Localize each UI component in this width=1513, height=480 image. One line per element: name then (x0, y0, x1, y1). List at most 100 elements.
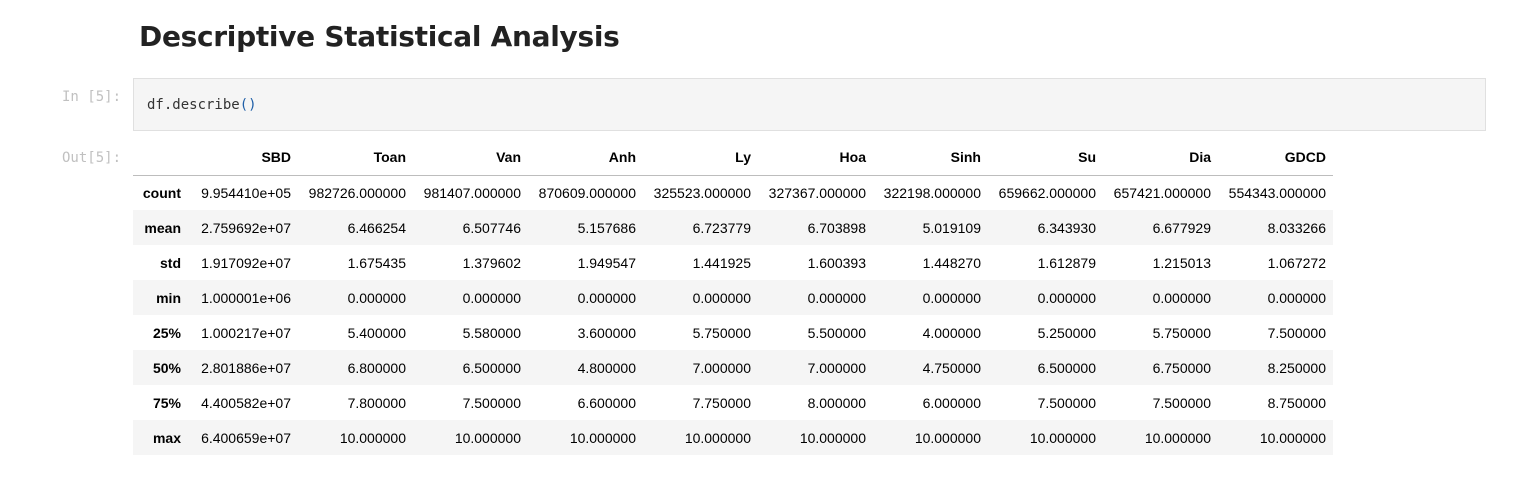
table-cell: 2.801886e+07 (201, 359, 291, 376)
table-cell: 1.612879 (1037, 254, 1096, 271)
table-cell: 8.250000 (1267, 359, 1326, 376)
output-prompt: Out[5]: (62, 150, 122, 166)
table-row: count 9.954410e+05 982726.000000 981407.000… (133, 175, 1333, 210)
table-cell: 10.000000 (569, 429, 636, 446)
table-cell: 6.343930 (1037, 219, 1096, 236)
column-header-ly: Ly (643, 140, 758, 176)
table-cell: 4.000000 (922, 324, 981, 341)
table-cell: 0.000000 (807, 289, 866, 306)
table-cell: 1.600393 (807, 254, 866, 271)
table-cell: 0.000000 (1037, 289, 1096, 306)
table-cell: 0.000000 (692, 289, 751, 306)
column-header-toan: Toan (298, 140, 413, 176)
table-row: 25% 1.000217e+07 5.400000 5.580000 3.600000 5… (133, 315, 1333, 350)
table-cell: 1.441925 (692, 254, 751, 271)
table-cell: 5.580000 (462, 324, 521, 341)
table-cell: 327367.000000 (768, 184, 866, 201)
table-cell: 7.500000 (462, 394, 521, 411)
row-label: min (156, 289, 181, 306)
table-cell: 0.000000 (347, 289, 406, 306)
table-cell: 9.954410e+05 (201, 184, 291, 201)
table-cell: 6.500000 (462, 359, 521, 376)
table-cell: 5.400000 (347, 324, 406, 341)
table-cell: 1.448270 (922, 254, 981, 271)
table-cell: 7.800000 (347, 394, 406, 411)
row-label: 75% (152, 394, 181, 411)
table-cell: 6.600000 (577, 394, 636, 411)
table-cell: 7.000000 (692, 359, 751, 376)
table-header-row: SBD Toan Van Anh Ly Hoa Sinh Su Dia GDCD (133, 140, 1333, 176)
table-cell: 6.800000 (347, 359, 406, 376)
table-cell: 8.000000 (807, 394, 866, 411)
column-header-gdcd: GDCD (1218, 140, 1333, 176)
table-cell: 4.750000 (922, 359, 981, 376)
table-cell: 10.000000 (1259, 429, 1326, 446)
table-cell: 5.500000 (807, 324, 866, 341)
table-cell: 4.800000 (577, 359, 636, 376)
table-row: std 1.917092e+07 1.675435 1.379602 1.949547 1… (133, 245, 1333, 280)
table-cell: 0.000000 (1267, 289, 1326, 306)
table-cell: 6.677929 (1152, 219, 1211, 236)
index-header (133, 140, 188, 176)
table-cell: 1.379602 (462, 254, 521, 271)
table-cell: 5.019109 (922, 219, 981, 236)
table-cell: 0.000000 (577, 289, 636, 306)
table-cell: 10.000000 (454, 429, 521, 446)
table-cell: 7.000000 (807, 359, 866, 376)
table-row: max 6.400659e+07 10.000000 10.000000 10.0000… (133, 420, 1333, 455)
table-cell: 5.250000 (1037, 324, 1096, 341)
table-cell: 1.917092e+07 (201, 254, 291, 271)
table-cell: 322198.000000 (883, 184, 981, 201)
code-cell-input[interactable]: df.describe() (133, 78, 1486, 131)
table-cell: 10.000000 (1029, 429, 1096, 446)
describe-table: SBD Toan Van Anh Ly Hoa Sinh Su Dia GDCD count 9.9… (133, 140, 1333, 455)
table-cell: 6.500000 (1037, 359, 1096, 376)
table-cell: 5.157686 (577, 219, 636, 236)
table-cell: 6.000000 (922, 394, 981, 411)
column-header-hoa: Hoa (758, 140, 873, 176)
table-cell: 657421.000000 (1113, 184, 1211, 201)
column-header-van: Van (413, 140, 528, 176)
table-cell: 8.033266 (1267, 219, 1326, 236)
table-cell: 1.215013 (1152, 254, 1211, 271)
table-row: min 1.000001e+06 0.000000 0.000000 0.000000 0… (133, 280, 1333, 315)
row-label: 25% (152, 324, 181, 341)
table-cell: 325523.000000 (653, 184, 751, 201)
table-cell: 6.723779 (692, 219, 751, 236)
column-header-sbd: SBD (188, 140, 298, 176)
table-cell: 6.507746 (462, 219, 521, 236)
table-cell: 1.000217e+07 (201, 324, 291, 341)
input-prompt: In [5]: (62, 89, 122, 105)
code-text: df.describe() (147, 97, 257, 113)
table-row: 75% 4.400582e+07 7.800000 7.500000 6.600000 7… (133, 385, 1333, 420)
table-cell: 1.000001e+06 (201, 289, 291, 306)
table-cell: 870609.000000 (538, 184, 636, 201)
table-cell: 6.750000 (1152, 359, 1211, 376)
table-cell: 7.500000 (1037, 394, 1096, 411)
table-cell: 6.703898 (807, 219, 866, 236)
table-cell: 6.466254 (347, 219, 406, 236)
table-cell: 8.750000 (1267, 394, 1326, 411)
table-cell: 10.000000 (799, 429, 866, 446)
code-object: df.describe (147, 97, 240, 113)
column-header-sinh: Sinh (873, 140, 988, 176)
row-label: mean (144, 219, 181, 236)
table-row: 50% 2.801886e+07 6.800000 6.500000 4.800000 7… (133, 350, 1333, 385)
row-label: max (152, 429, 181, 446)
table-cell: 3.600000 (577, 324, 636, 341)
column-header-dia: Dia (1103, 140, 1218, 176)
row-label: count (142, 184, 181, 201)
table-cell: 5.750000 (1152, 324, 1211, 341)
table-cell: 7.500000 (1267, 324, 1326, 341)
table-cell: 982726.000000 (308, 184, 406, 201)
table-cell: 659662.000000 (998, 184, 1096, 201)
table-cell: 1.675435 (347, 254, 406, 271)
table-cell: 981407.000000 (423, 184, 521, 201)
table-cell: 10.000000 (1144, 429, 1211, 446)
column-header-su: Su (988, 140, 1103, 176)
table-cell: 0.000000 (922, 289, 981, 306)
table-cell: 0.000000 (1152, 289, 1211, 306)
table-cell: 10.000000 (684, 429, 751, 446)
table-cell: 1.067272 (1267, 254, 1326, 271)
table-cell: 0.000000 (462, 289, 521, 306)
